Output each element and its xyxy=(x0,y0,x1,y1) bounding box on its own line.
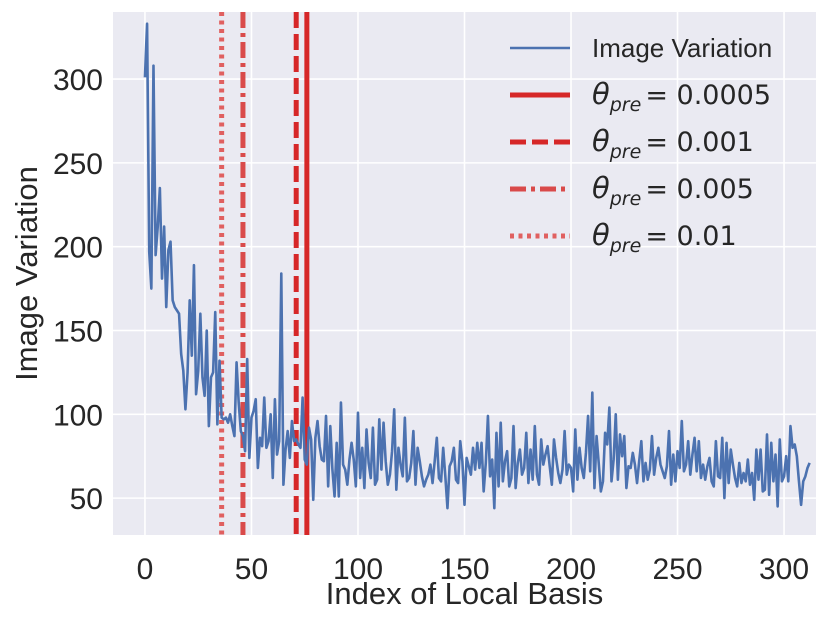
legend-label: θpre = 0.001 xyxy=(592,124,754,163)
y-tick-label: 100 xyxy=(53,399,103,432)
legend-label: θpre = 0.01 xyxy=(592,218,737,257)
x-tick-label: 200 xyxy=(546,553,596,586)
legend-label: Image Variation xyxy=(592,33,772,63)
x-tick-label: 50 xyxy=(235,553,268,586)
series-layer xyxy=(143,22,811,510)
x-tick-label: 300 xyxy=(759,553,809,586)
legend-label: θpre = 0.005 xyxy=(592,171,754,210)
y-tick-label: 200 xyxy=(53,232,103,265)
legend: Image Variation θpre = 0.0005 θpre = 0.001 θp… xyxy=(510,33,772,257)
tick-labels: 0 50 100 150 200 250 300 50 100 150 200 250 300 xyxy=(53,64,809,586)
x-tick-label: 250 xyxy=(652,553,702,586)
y-tick-label: 250 xyxy=(53,148,103,181)
x-tick-label: 100 xyxy=(333,553,383,586)
x-tick-label: 0 xyxy=(137,553,154,586)
y-tick-label: 50 xyxy=(70,483,103,516)
y-tick-label: 150 xyxy=(53,315,103,348)
x-axis-label: Index of Local Basis xyxy=(326,576,603,611)
y-axis-label: Image Variation xyxy=(9,166,44,381)
y-tick-label: 300 xyxy=(53,64,103,97)
legend-label: θpre = 0.0005 xyxy=(592,77,771,116)
series-line-image-variation xyxy=(143,22,811,510)
x-tick-label: 150 xyxy=(439,553,489,586)
